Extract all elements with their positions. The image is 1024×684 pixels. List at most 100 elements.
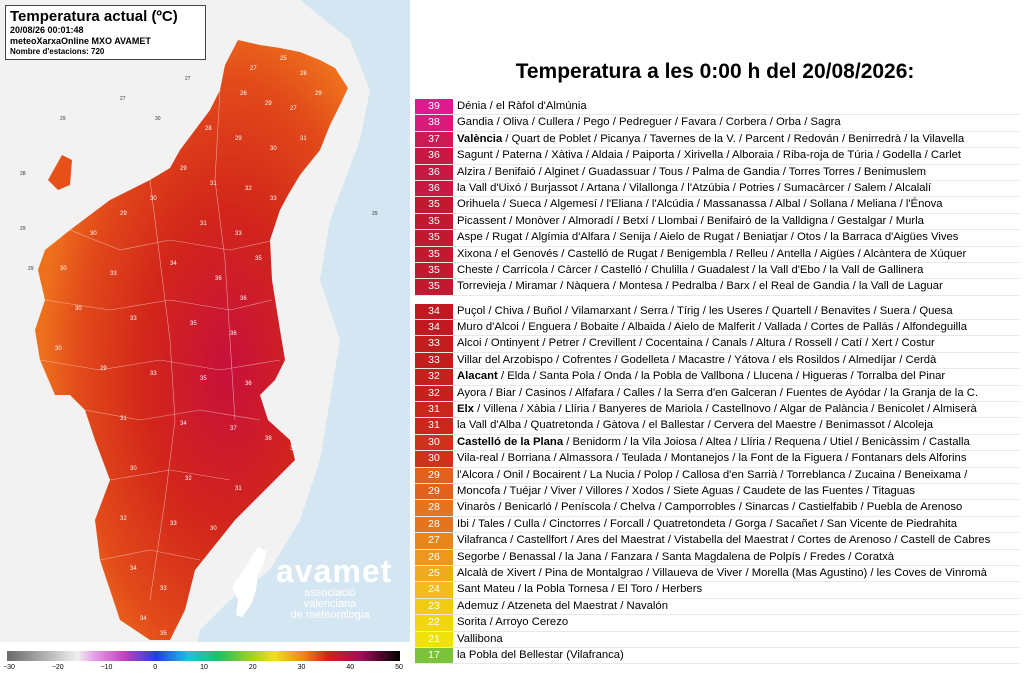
town-list: Sagunt / Paterna / Xàtiva / Aldaia / Pai… [453, 148, 961, 163]
svg-text:31: 31 [200, 221, 207, 227]
table-row: 24 Sant Mateu / la Pobla Tornesa / El Tor… [415, 582, 1019, 599]
svg-text:28: 28 [20, 171, 26, 177]
town-list: València / Quart de Poblet / Picanya / T… [453, 132, 964, 147]
map-title: Temperatura actual (ºC) [10, 8, 178, 25]
scale-tick: −10 [100, 664, 113, 671]
temperature-value: 30 [415, 434, 453, 451]
town-names: Vallibona [457, 632, 503, 645]
station-values: 27 25 28 26 29 27 29 28 29 30 31 29 31 32 33 30 29 30… [55, 56, 322, 637]
svg-text:33: 33 [110, 271, 117, 277]
town-list: la Vall d'Uixó / Burjassot / Artana / Vi… [453, 181, 931, 196]
town-names: la Vall d'Alba / Quatretonda / Gàtova / … [457, 419, 934, 432]
table-row: 32 Alacant / Elda / Santa Pola / Onda / l… [415, 369, 1019, 386]
svg-text:35: 35 [255, 256, 262, 262]
town-names: Muro d'Alcoi / Enguera / Bobaite / Albai… [457, 321, 967, 334]
temperature-value: 34 [415, 303, 453, 320]
temperature-value: 36 [415, 180, 453, 197]
table-row: 28 Vinaròs / Benicarló / Peníscola / Chel… [415, 500, 1019, 517]
map-source: meteoXarxaOnline MXO AVAMET [10, 36, 151, 46]
table-row: 26 Segorbe / Benassal / la Jana / Fanzara… [415, 549, 1019, 566]
temperature-value: 34 [415, 320, 453, 336]
svg-text:30: 30 [130, 466, 137, 472]
svg-text:32: 32 [185, 476, 192, 482]
temperature-value: 23 [415, 598, 453, 615]
svg-text:30: 30 [60, 266, 67, 272]
town-list: Xixona / el Genovés / Castelló de Rugat … [453, 247, 966, 262]
town-list: Picassent / Monòver / Almoradí / Betxí /… [453, 214, 924, 229]
town-names: Puçol / Chiva / Buñol / Vilamarxant / Se… [457, 304, 953, 317]
table-row: 36 Alzira / Benifaió / Alginet / Guadassu… [415, 164, 1019, 181]
town-list: Ademuz / Atzeneta del Maestrat / Navalón [453, 599, 668, 614]
svg-text:28: 28 [300, 71, 307, 77]
temperature-value: 36 [415, 164, 453, 180]
table-row: 25 Alcalà de Xivert / Pina de Montalgrao … [415, 565, 1019, 583]
table-row: 36 la Vall d'Uixó / Burjassot / Artana / … [415, 180, 1019, 198]
svg-text:30: 30 [155, 116, 161, 122]
temperature-value: 28 [415, 500, 453, 516]
town-list: Castelló de la Plana / Benidorm / la Vil… [453, 435, 970, 450]
svg-text:31: 31 [210, 181, 217, 187]
town-list: Torrevieja / Miramar / Nàquera / Montesa… [453, 279, 943, 294]
table-row: 35 Cheste / Carrícola / Càrcer / Castelló… [415, 262, 1019, 280]
table-title: Temperatura a les 0:00 h del 20/08/2026: [515, 60, 915, 83]
temperature-value: 35 [415, 230, 453, 246]
temperature-value: 29 [415, 483, 453, 500]
table-row: 29 l'Alcora / Onil / Bocairent / La Nucia… [415, 467, 1019, 484]
town-list: Vinaròs / Benicarló / Peníscola / Chelva… [453, 500, 962, 515]
table-row: 31 Elx / Villena / Xàbia / Llíria / Banye… [415, 402, 1019, 419]
temperature-value: 35 [415, 213, 453, 230]
capital-name: Alacant [457, 370, 498, 383]
svg-text:25: 25 [280, 56, 287, 62]
svg-text:35: 35 [200, 376, 207, 382]
map-datetime: 20/08/26 00:01:48 [10, 25, 84, 35]
town-list: Sant Mateu / la Pobla Tornesa / El Toro … [453, 582, 702, 597]
town-names: Cheste / Carrícola / Càrcer / Castelló /… [457, 263, 924, 276]
scale-tick: −30 [3, 664, 15, 671]
town-names: Dénia / el Ràfol d'Almúnia [457, 100, 587, 112]
region-silhouette-icon [232, 547, 266, 617]
temperature-value: 33 [415, 352, 453, 369]
town-names: l'Alcora / Onil / Bocairent / La Nucia /… [457, 468, 968, 481]
town-names: Torrevieja / Miramar / Nàquera / Montesa… [457, 280, 943, 293]
svg-text:33: 33 [270, 196, 277, 202]
svg-text:36: 36 [230, 331, 237, 337]
town-list: Sorita / Arroyo Cerezo [453, 615, 568, 630]
table-row: 36 Sagunt / Paterna / Xàtiva / Aldaia / P… [415, 148, 1019, 165]
scale-tick: −20 [51, 664, 64, 671]
table-row: 27 Vilafranca / Castellfort / Ares del Ma… [415, 533, 1019, 550]
temperature-value: 35 [415, 197, 453, 213]
svg-text:34: 34 [180, 421, 187, 427]
table-row: 31 la Vall d'Alba / Quatretonda / Gàtova … [415, 418, 1019, 435]
town-list: Vilafranca / Castellfort / Ares del Maes… [453, 533, 990, 548]
town-list: Vallibona [453, 632, 503, 647]
svg-text:39: 39 [290, 446, 297, 452]
temperature-value: 31 [415, 402, 453, 418]
temperature-value: 31 [415, 418, 453, 434]
town-names: / Villena / Xàbia / Llíria / Banyeres de… [473, 403, 977, 416]
svg-text:33: 33 [235, 231, 242, 237]
table-row: 22 Sorita / Arroyo Cerezo [415, 615, 1019, 632]
table-row: 35 Orihuela / Sueca / Algemesí / l'Eliana… [415, 197, 1019, 214]
town-names: Ayora / Biar / Casinos / Alfafara / Call… [457, 386, 979, 399]
svg-text:36: 36 [245, 381, 252, 387]
sea [190, 0, 410, 679]
table-row: 34 Muro d'Alcoi / Enguera / Bobaite / Alb… [415, 320, 1019, 337]
scale-tick: 40 [346, 664, 355, 671]
town-list: Vila-real / Borriana / Almassora / Teula… [453, 451, 966, 466]
svg-text:29: 29 [60, 116, 66, 122]
town-names: Sagunt / Paterna / Xàtiva / Aldaia / Pai… [457, 149, 962, 162]
info-box: Temperatura actual (ºC) 20/08/26 00:01:4… [5, 5, 206, 60]
town-list: l'Alcora / Onil / Bocairent / La Nucia /… [453, 468, 967, 483]
svg-text:29: 29 [28, 266, 34, 272]
town-list: Cheste / Carrícola / Càrcer / Castelló /… [453, 263, 923, 278]
table-row: 28 Ibi / Tales / Culla / Cinctorres / For… [415, 516, 1019, 534]
svg-text:28: 28 [205, 126, 212, 132]
town-names: Orihuela / Sueca / Algemesí / l'Eliana /… [457, 198, 943, 211]
temperature-value: 30 [415, 451, 453, 467]
svg-text:29: 29 [100, 366, 107, 372]
town-list: Ibi / Tales / Culla / Cinctorres / Forca… [453, 517, 957, 532]
town-list: Alcoi / Ontinyent / Petrer / Crevillent … [453, 336, 935, 351]
town-names: Aspe / Rugat / Algímia d'Alfara / Senija… [457, 231, 959, 244]
town-names: Vilafranca / Castellfort / Ares del Maes… [457, 534, 991, 547]
table-row: 33 Villar del Arzobispo / Cofrentes / God… [415, 352, 1019, 370]
